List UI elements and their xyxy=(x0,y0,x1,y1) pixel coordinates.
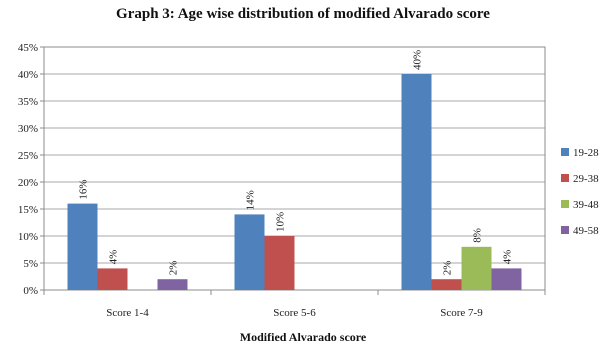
data-label: 4% xyxy=(502,250,514,265)
bar xyxy=(234,214,265,290)
legend-swatch xyxy=(561,226,569,234)
y-tick-label: 25% xyxy=(18,150,38,162)
y-tick-label: 5% xyxy=(23,258,38,270)
data-label: 2% xyxy=(168,261,180,276)
data-label: 8% xyxy=(472,228,484,243)
data-label: 14% xyxy=(245,190,257,210)
bar xyxy=(461,246,492,290)
x-axis-label: Modified Alvarado score xyxy=(239,330,367,344)
legend-label: 19-28 xyxy=(573,147,599,159)
chart-title: Graph 3: Age wise distribution of modifi… xyxy=(116,6,490,22)
legend-swatch xyxy=(561,148,569,156)
data-label: 4% xyxy=(108,250,120,265)
bar xyxy=(157,279,188,290)
bar xyxy=(401,74,432,290)
y-tick-label: 40% xyxy=(18,69,38,81)
legend-label: 49-58 xyxy=(573,225,599,237)
bar xyxy=(97,268,128,290)
y-tick-label: 30% xyxy=(18,123,38,135)
data-label: 2% xyxy=(442,261,454,276)
y-tick-label: 20% xyxy=(18,177,38,189)
data-label: 16% xyxy=(78,179,90,199)
bar xyxy=(264,236,295,290)
y-tick-label: 15% xyxy=(18,204,38,216)
y-tick-label: 0% xyxy=(23,285,38,297)
legend-label: 39-48 xyxy=(573,199,599,211)
x-tick-label: Score 5-6 xyxy=(273,307,316,319)
legend-label: 29-38 xyxy=(573,173,599,185)
bar xyxy=(491,268,522,290)
legend-swatch xyxy=(561,174,569,182)
data-label: 40% xyxy=(412,50,424,70)
x-tick-label: Score 7-9 xyxy=(440,307,483,319)
y-tick-label: 10% xyxy=(18,231,38,243)
data-label: 10% xyxy=(275,212,287,232)
legend-swatch xyxy=(561,200,569,208)
x-tick-label: Score 1-4 xyxy=(106,307,149,319)
bar xyxy=(431,279,462,290)
y-tick-label: 35% xyxy=(18,96,38,108)
y-tick-label: 45% xyxy=(18,42,38,54)
bar xyxy=(67,203,98,290)
